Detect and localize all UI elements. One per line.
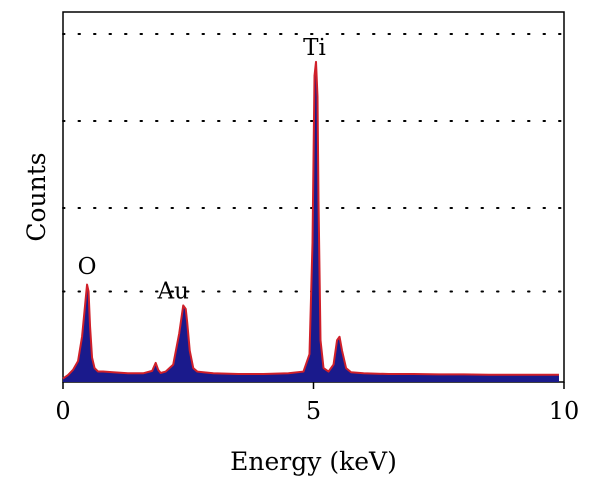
peak-label-o: O — [78, 254, 97, 280]
x-axis-ticks: 0 5 10 — [55, 382, 579, 425]
x-axis-title: Energy (keV) — [230, 447, 397, 476]
spectrum-series — [62, 60, 559, 383]
peak-label-ti: Ti — [303, 35, 326, 61]
peak-label-au: Au — [157, 278, 189, 304]
spectrum-outline-0 — [62, 60, 559, 380]
x-tick-label-2: 10 — [549, 397, 580, 425]
y-axis-title: Counts — [22, 152, 51, 241]
peak-annotations: O Au Ti — [78, 35, 326, 305]
x-tick-label-0: 0 — [55, 397, 70, 425]
x-tick-label-1: 5 — [306, 397, 321, 425]
